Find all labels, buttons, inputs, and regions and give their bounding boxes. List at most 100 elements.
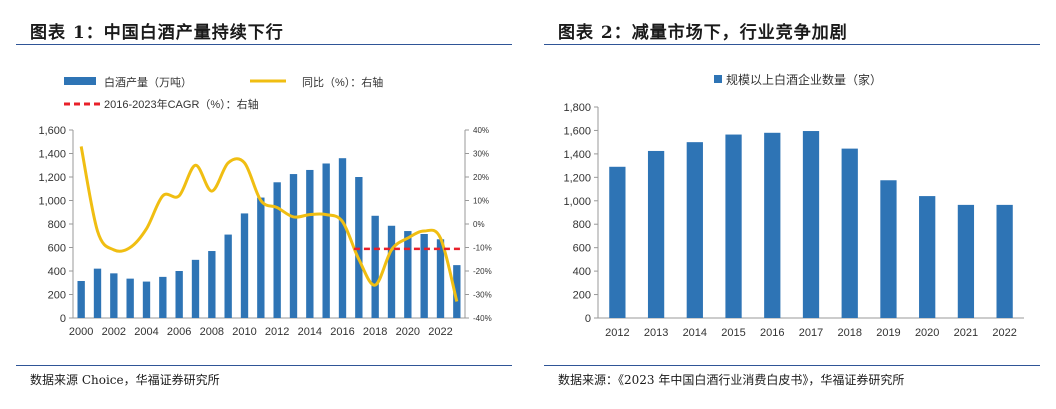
legend-label: 规模以上白酒企业数量（家） [726,72,882,87]
enterprise-bar [996,204,1013,318]
production-bar [289,174,298,318]
right-y-tick-label: 10% [473,197,489,206]
left-y-tick-label: 1,200 [38,172,66,184]
enterprise-bar [647,150,665,318]
title-divider [544,44,1040,45]
enterprise-bar [764,132,781,318]
x-tick-label: 2008 [200,326,224,338]
yoy-line [79,146,459,302]
x-tick-label: 2018 [837,327,861,339]
enterprise-bar [957,204,975,318]
x-tick-label: 2016 [760,327,784,339]
x-tick-label: 2012 [605,327,629,339]
x-tick-label: 2019 [876,327,900,339]
source-note: 数据来源：《2023 年中国白酒行业消费白皮书》，华福证券研究所 [558,373,905,387]
x-tick-label: 2012 [265,326,289,338]
production-bar [126,278,134,318]
x-tick-label: 2000 [69,326,93,338]
production-bar [159,276,167,318]
right-y-tick-label: 20% [473,173,489,182]
x-tick-label: 2004 [134,326,158,338]
x-tick-label: 2006 [167,326,191,338]
left-y-tick-label: 1,600 [38,125,66,137]
chart-title: 图表 1：中国白酒产量持续下行 [30,23,284,43]
enterprise-bar [841,148,858,318]
production-bar [338,158,347,318]
right-chart-panel: 图表 2：减量市场下，行业竞争加剧 0 200 400 600 800 1,000 1,20… [528,0,1056,409]
enterprise-bar [686,142,703,318]
production-bar [420,233,428,318]
left-y-tick-label: 1,000 [38,196,66,208]
legend-swatch [714,75,722,83]
production-bar [257,197,265,318]
y-tick-label: 1,200 [563,172,591,184]
x-tick-label: 2021 [954,327,978,339]
x-tick-label: 2014 [683,327,707,339]
x-tick-label: 2020 [915,327,939,339]
legend-label-cagr: 2016-2023年CAGR（%）：右轴 [104,97,259,111]
production-bar [436,239,445,318]
y-tick-label: 1,400 [563,149,591,161]
enterprise-bar [802,131,820,318]
left-y-tick-label: 800 [48,219,66,231]
x-tick-label: 2002 [102,326,126,338]
left-chart-panel: 图表 1：中国白酒产量持续下行 0 200 400 600 800 1,000 1,200 1… [16,23,512,387]
source-divider [544,365,1040,366]
x-tick-label: 2022 [992,327,1016,339]
production-bar [322,163,330,318]
production-bar [453,265,461,318]
production-bar [175,271,183,318]
x-tick-label: 2022 [428,326,452,338]
right-y-tick-label: 0% [473,220,485,229]
source-note: 数据来源 Choice，华福证券研究所 [30,373,220,387]
title-divider [16,44,512,45]
production-bar [355,177,363,318]
right-y-tick-label: -10% [473,244,492,253]
production-bar [77,280,85,318]
y-tick-label: 1,800 [563,102,591,114]
production-bar [93,268,102,318]
left-y-tick-label: 400 [48,266,66,278]
enterprise-bar [609,166,626,318]
x-tick-label: 2018 [363,326,387,338]
enterprise-count-chart: 0 200 400 600 800 1,000 1,200 1,400 1,600 1,800 20… [563,72,1024,339]
enterprise-bar [880,180,897,318]
production-bar [208,251,216,318]
y-tick-label: 600 [573,243,591,255]
right-y-tick-label: -30% [473,291,492,300]
production-bar [371,215,379,318]
x-tick-label: 2020 [396,326,420,338]
production-bar [273,182,281,318]
production-bar [142,281,151,318]
production-bar [387,225,396,318]
right-y-tick-label: -20% [473,267,492,276]
production-bar [224,234,232,318]
production-bar [240,213,249,318]
source-divider [16,365,512,366]
legend-swatch-production [64,77,96,85]
y-tick-label: 200 [573,290,591,302]
x-tick-label: 2017 [799,327,823,339]
left-y-tick-label: 600 [48,243,66,255]
left-y-tick-label: 1,400 [38,149,66,161]
x-tick-label: 2015 [721,327,745,339]
x-tick-label: 2013 [644,327,668,339]
y-tick-label: 800 [573,219,591,231]
right-y-tick-label: -40% [473,314,492,323]
left-y-tick-label: 200 [48,290,66,302]
y-tick-label: 400 [573,266,591,278]
legend-label-yoy: 同比（%）：右轴 [302,75,383,89]
x-tick-label: 2016 [330,326,354,338]
production-bar [306,169,314,318]
enterprise-bar [725,134,742,318]
y-tick-label: 1,000 [563,196,591,208]
production-bar [110,273,118,318]
y-tick-label: 1,600 [563,125,591,137]
x-tick-label: 2010 [232,326,256,338]
chart-title: 图表 2：减量市场下，行业竞争加剧 [558,23,848,43]
enterprise-bar [919,196,936,318]
production-bar [191,259,200,318]
x-tick-label: 2014 [298,326,322,338]
y-tick-label: 0 [585,313,591,325]
right-y-tick-label: 30% [473,150,489,159]
